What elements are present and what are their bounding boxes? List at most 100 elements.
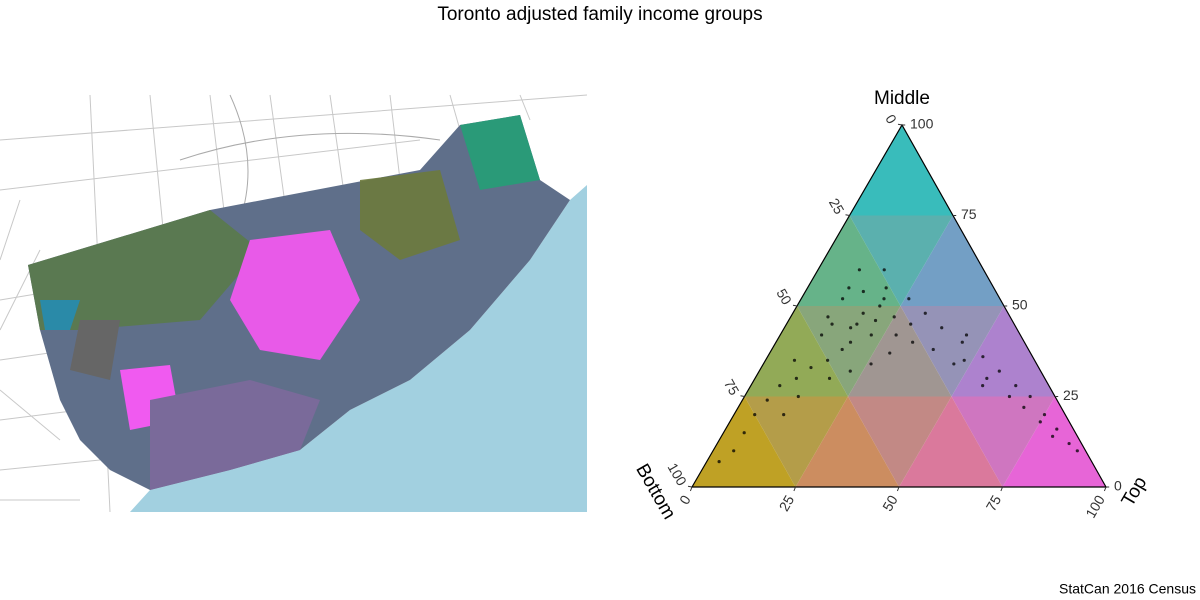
tick-label: 100 xyxy=(665,460,691,488)
point xyxy=(861,311,865,315)
point xyxy=(878,304,882,308)
point xyxy=(848,340,853,344)
point xyxy=(826,315,830,319)
point xyxy=(1051,434,1055,438)
point xyxy=(952,362,956,366)
point xyxy=(882,297,886,301)
tick-mark xyxy=(1103,486,1107,492)
tick-mark xyxy=(897,123,903,126)
point xyxy=(1022,405,1026,409)
point xyxy=(997,369,1001,373)
axis-title: Middle xyxy=(874,88,930,109)
point xyxy=(981,384,985,388)
point xyxy=(1042,413,1047,417)
tick-label: 25 xyxy=(776,492,798,514)
region xyxy=(899,396,1003,487)
region xyxy=(797,215,901,306)
point xyxy=(869,333,873,337)
tick-label: 100 xyxy=(910,116,934,132)
point xyxy=(892,315,896,319)
tick-mark xyxy=(793,486,796,492)
point xyxy=(1067,441,1071,446)
region xyxy=(951,396,1055,487)
district xyxy=(230,230,360,360)
point xyxy=(827,376,832,380)
point xyxy=(732,449,736,453)
tick-label: 75 xyxy=(961,206,977,222)
region xyxy=(900,215,1004,306)
region xyxy=(797,306,901,397)
tick-label: 75 xyxy=(983,492,1005,514)
point xyxy=(1075,449,1079,453)
tick-label: 50 xyxy=(879,492,901,514)
point xyxy=(792,358,797,362)
point xyxy=(1014,384,1018,388)
region xyxy=(849,215,953,306)
district xyxy=(28,210,260,330)
point xyxy=(794,376,799,380)
tick-label: 25 xyxy=(1063,387,1079,403)
district xyxy=(150,380,320,490)
point xyxy=(869,362,873,366)
region xyxy=(849,125,953,216)
point xyxy=(765,398,769,402)
region xyxy=(951,306,1055,397)
point xyxy=(1038,420,1042,424)
point xyxy=(830,322,834,326)
point xyxy=(964,333,969,337)
tick-label: 50 xyxy=(1012,297,1028,313)
point xyxy=(882,268,886,272)
tick-mark xyxy=(1000,486,1003,492)
point xyxy=(940,326,944,330)
point xyxy=(778,384,782,388)
caption: StatCan 2016 Census xyxy=(1059,581,1196,597)
point xyxy=(820,333,824,337)
point xyxy=(753,413,757,417)
point xyxy=(923,311,927,315)
point xyxy=(841,297,845,301)
tick-mark xyxy=(792,304,798,307)
point xyxy=(849,326,853,330)
point xyxy=(857,268,862,272)
district xyxy=(360,170,460,260)
tick-mark xyxy=(687,485,693,488)
point xyxy=(782,413,786,417)
point xyxy=(873,318,878,323)
point xyxy=(742,431,746,435)
tick-label: 0 xyxy=(676,492,694,507)
point xyxy=(985,376,989,380)
point xyxy=(1007,394,1012,399)
point xyxy=(809,365,813,370)
point xyxy=(840,347,844,352)
region xyxy=(900,306,1004,397)
map xyxy=(0,94,588,513)
region xyxy=(744,306,848,397)
point xyxy=(931,347,935,352)
region xyxy=(744,396,848,487)
point xyxy=(884,286,888,290)
region xyxy=(692,396,796,487)
point xyxy=(1055,427,1059,431)
point xyxy=(717,460,721,464)
district xyxy=(70,320,120,380)
tick-mark xyxy=(845,214,850,216)
point xyxy=(909,322,913,326)
point xyxy=(981,355,985,359)
point xyxy=(847,286,851,290)
region xyxy=(1002,396,1106,487)
point xyxy=(1028,394,1032,399)
district xyxy=(460,115,540,190)
point xyxy=(861,289,865,294)
tick-label: 100 xyxy=(1082,492,1108,520)
point xyxy=(911,340,915,344)
region xyxy=(848,306,952,397)
tick-label: 0 xyxy=(882,112,900,127)
region xyxy=(795,396,899,487)
tick-label: 25 xyxy=(826,195,848,217)
point xyxy=(888,351,892,355)
point xyxy=(848,369,852,373)
point xyxy=(962,358,966,362)
point xyxy=(894,333,898,337)
